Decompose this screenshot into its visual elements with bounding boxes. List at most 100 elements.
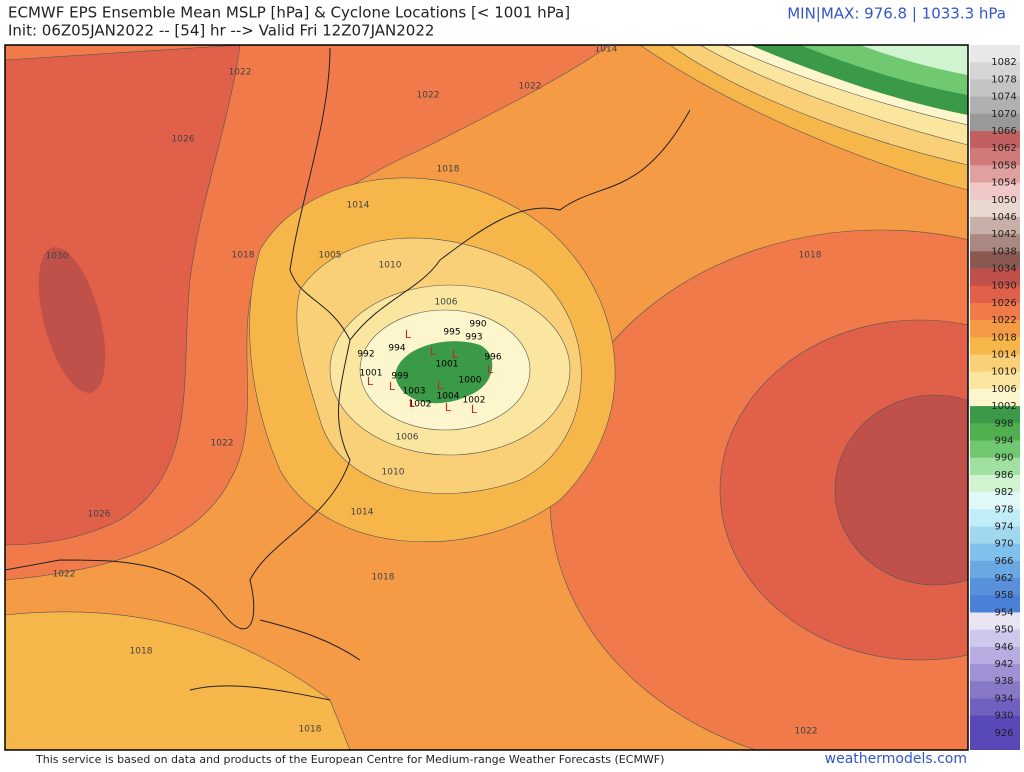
colorbar-cell	[970, 646, 1020, 665]
colorbar-cell	[970, 354, 1020, 373]
colorbar-label: 994	[994, 435, 1013, 446]
cyclone-symbol: L	[430, 345, 437, 358]
contour-label: 1030	[46, 252, 69, 262]
colorbar-cell	[970, 320, 1020, 338]
colorbar-cell	[970, 96, 1020, 115]
cyclone-label: 1001	[436, 360, 459, 370]
colorbar-label: 970	[994, 539, 1013, 550]
cyclone-label: 1000	[459, 376, 482, 386]
colorbar-cell	[970, 629, 1020, 648]
cyclone-label: 994	[388, 344, 405, 354]
colorbar-label: 1058	[991, 160, 1016, 171]
colorbar-label: 934	[994, 693, 1013, 704]
cyclone-symbol: L	[487, 363, 494, 376]
cyclone-symbol: L	[452, 348, 459, 361]
cyclone-label: 992	[357, 350, 374, 360]
colorbar-cell	[970, 560, 1020, 579]
colorbar-cell	[970, 509, 1020, 527]
colorbar-cell	[970, 595, 1020, 613]
colorbar-label: 982	[994, 487, 1013, 498]
colorbar-label: 998	[994, 418, 1013, 429]
colorbar-label: 1030	[991, 281, 1016, 292]
colorbar-cell	[970, 234, 1020, 252]
colorbar-cell	[970, 474, 1020, 493]
colorbar-label: 926	[994, 728, 1013, 739]
colorbar-label: 946	[994, 642, 1013, 653]
map: 1022 1022 1022 1014 1026 1018 1014 1018 1005 1010…	[4, 44, 969, 751]
contour-label: 1005	[319, 251, 342, 261]
colorbar-cell	[970, 440, 1020, 459]
cyclone-symbol: L	[471, 403, 478, 416]
colorbar-cell	[970, 113, 1020, 132]
contour-label: 1006	[396, 433, 419, 443]
colorbar-label: 990	[994, 453, 1013, 464]
cyclone-symbol: L	[389, 380, 396, 393]
colorbar-label: 1018	[991, 332, 1016, 343]
contour-label: 1018	[299, 725, 322, 735]
colorbar-label: 1014	[991, 350, 1016, 361]
cyclone-symbol: L	[367, 375, 374, 388]
cyclone-label: 996	[484, 353, 501, 363]
colorbar-cell	[970, 715, 1020, 734]
colorbar-label: 1042	[991, 229, 1016, 240]
credit: This service is based on data and produc…	[35, 753, 664, 766]
colorbar-label: 962	[994, 573, 1013, 584]
colorbar-cell	[970, 251, 1020, 270]
colorbar-cell	[970, 302, 1020, 321]
contour-label: 1018	[437, 165, 460, 175]
colorbar-cell	[970, 79, 1020, 98]
colorbar-cell	[970, 62, 1020, 80]
contour-label: 1010	[379, 261, 402, 271]
colorbar-label: 1050	[991, 195, 1016, 206]
contour-label: 1022	[417, 91, 440, 101]
colorbar-cell	[970, 612, 1020, 631]
min-max: MIN|MAX: 976.8 | 1033.3 hPa	[787, 5, 1006, 23]
colorbar-label: 930	[994, 711, 1013, 722]
cyclone-label: 1001	[360, 369, 383, 379]
cyclone-symbol: L	[409, 397, 416, 410]
colorbar-cell	[970, 664, 1020, 682]
colorbar-cell	[970, 268, 1020, 287]
contour-label: 1026	[172, 135, 195, 145]
cyclone-symbol: L	[405, 328, 412, 341]
colorbar-label: 1074	[991, 92, 1016, 103]
colorbar-label: 954	[994, 607, 1013, 618]
colorbar-cell	[970, 681, 1020, 699]
colorbar-cell	[970, 543, 1020, 562]
colorbar-label: 938	[994, 676, 1013, 687]
colorbar-label: 1078	[991, 74, 1016, 85]
colorbar-cell	[970, 578, 1020, 596]
colorbar-cell	[970, 337, 1020, 356]
colorbar-cell	[970, 388, 1020, 407]
colorbar-label: 950	[994, 625, 1013, 636]
colorbar-cell	[970, 371, 1020, 390]
contour-label: 1018	[232, 251, 255, 261]
cyclone-symbol: L	[445, 401, 452, 414]
colorbar-label: 1054	[991, 178, 1016, 189]
colorbar-label: 1026	[991, 298, 1016, 309]
colorbar-cell	[970, 492, 1020, 510]
colorbar-label: 1062	[991, 143, 1016, 154]
brand: weathermodels.com	[825, 751, 967, 767]
contour-label: 1006	[435, 298, 458, 308]
cyclone-label: 1004	[437, 392, 460, 402]
colorbar-cell	[970, 165, 1020, 184]
colorbar-cell	[970, 148, 1020, 166]
colorbar-label: 1066	[991, 126, 1016, 137]
contour-label: 1014	[351, 508, 374, 518]
contour-label: 1022	[53, 570, 76, 580]
colorbar-label: 978	[994, 504, 1013, 515]
cyclone-label: 1002	[463, 396, 486, 406]
cyclone-label: 995	[443, 328, 460, 338]
contour-label: 1014	[347, 201, 370, 211]
colorbar-cell	[970, 732, 1020, 750]
cyclone-label: 993	[465, 333, 482, 343]
colorbar-cell	[970, 45, 1020, 63]
colorbar-label: 966	[994, 556, 1013, 567]
contour-label: 1018	[372, 573, 395, 583]
cyclone-symbol: L	[437, 379, 444, 392]
colorbar-label: 942	[994, 659, 1013, 670]
colorbar-label: 1082	[991, 57, 1016, 68]
colorbar: 1082 1078 1074 1070 1066 1062 1058 1054 1050 1046…	[970, 45, 1020, 750]
